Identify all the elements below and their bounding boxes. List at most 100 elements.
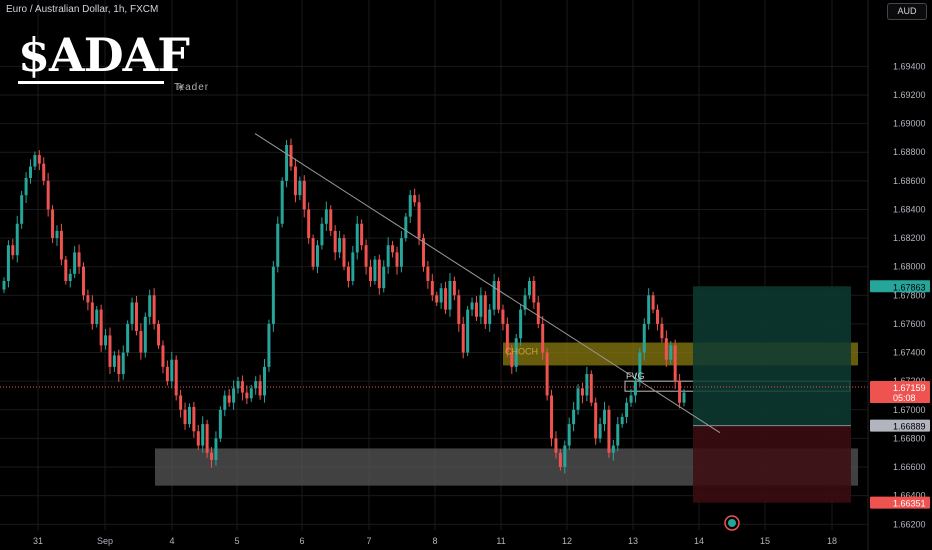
candle-body — [214, 438, 218, 460]
candle-body — [11, 245, 15, 256]
candle-body — [382, 266, 386, 289]
x-tick-label: 14 — [694, 536, 704, 546]
candle-body — [501, 309, 505, 324]
candle-body — [625, 402, 629, 417]
currency-button[interactable]: AUD — [887, 3, 927, 20]
candle-body — [126, 323, 130, 353]
y-tick-label: 1.66800 — [893, 433, 926, 443]
trendline — [254, 133, 721, 434]
candle-body — [603, 409, 607, 425]
x-tick-label: 7 — [366, 536, 371, 546]
candle-body — [51, 209, 55, 239]
candle-body — [426, 266, 430, 281]
y-tick-label: 1.69200 — [893, 90, 926, 100]
candle-body — [457, 295, 461, 324]
candle-body — [536, 302, 540, 324]
candle-body — [550, 395, 554, 439]
candle-body — [249, 388, 253, 399]
candle-body — [647, 295, 651, 324]
entry-price-label-bg — [870, 419, 930, 432]
candle-body — [2, 281, 6, 290]
chart-overlays: CHOCH FVG — [505, 347, 740, 531]
candle-body — [254, 381, 258, 389]
candle-body — [413, 195, 417, 203]
candle-body — [311, 238, 315, 267]
candle-body — [678, 381, 682, 403]
x-tick-label: 5 — [234, 536, 239, 546]
time-axis: 31 Sep 4 5 6 7 8 11 12 13 14 15 18 — [33, 536, 837, 546]
candle-body — [218, 409, 222, 439]
candle-body — [492, 281, 496, 310]
candle-body — [134, 302, 138, 332]
candle-body — [201, 424, 205, 446]
candle-body — [342, 238, 346, 267]
y-tick-label: 1.68200 — [893, 233, 926, 243]
candle-body — [651, 295, 655, 310]
candle-body — [669, 345, 673, 360]
candle-body — [523, 295, 527, 310]
candle-body — [373, 259, 377, 281]
candle-body — [527, 281, 531, 296]
candle-body — [104, 335, 108, 346]
x-tick-label: 13 — [628, 536, 638, 546]
candle-body — [642, 323, 646, 353]
countdown-label: 05:08 — [893, 393, 916, 403]
x-tick-label: 31 — [33, 536, 43, 546]
candle-body — [59, 230, 63, 260]
stop-loss-zone — [693, 425, 851, 503]
candle-body — [448, 281, 452, 310]
candlestick-series — [2, 138, 686, 474]
candle-body — [576, 388, 580, 410]
candle-body — [616, 424, 620, 446]
candle-body — [81, 266, 85, 296]
candle-body — [90, 302, 94, 324]
x-tick-label: 11 — [496, 536, 505, 546]
choch-label: CHOCH — [505, 347, 538, 357]
candle-body — [580, 388, 584, 396]
y-tick-label: 1.66400 — [893, 491, 926, 501]
brand-logo: $ADAF ✳ — [18, 30, 190, 100]
candle-body — [170, 359, 174, 382]
candle-body — [42, 163, 46, 181]
y-tick-label: 1.68600 — [893, 176, 926, 186]
candle-body — [210, 452, 214, 460]
candle-body — [620, 416, 624, 425]
candle-body — [364, 245, 368, 267]
candle-body — [439, 288, 443, 303]
candle-body — [68, 273, 72, 281]
candle-body — [399, 238, 403, 267]
candle-body — [474, 302, 478, 317]
candle-body — [660, 323, 664, 339]
candle-body — [223, 395, 227, 410]
chart-lines — [0, 133, 868, 434]
candle-body — [316, 245, 320, 267]
candle-body — [638, 352, 642, 382]
candle-body — [377, 259, 381, 289]
candle-body — [505, 323, 509, 353]
candle-body — [563, 445, 567, 468]
candle-body — [263, 366, 267, 396]
candle-body — [333, 230, 337, 253]
candle-body — [46, 180, 50, 210]
candle-body — [351, 252, 355, 281]
candle-body — [6, 245, 10, 281]
candle-body — [554, 438, 558, 453]
take-profit-price-label: 1.67863 — [893, 282, 926, 292]
candle-body — [302, 180, 306, 210]
star-icon: ✳ — [176, 82, 186, 94]
candle-body — [391, 245, 395, 253]
candle-body — [444, 288, 448, 310]
candle-body — [143, 316, 147, 353]
candle-body — [497, 281, 501, 310]
y-tick-label: 1.67000 — [893, 405, 926, 415]
candle-body — [33, 155, 37, 167]
y-tick-label: 1.68400 — [893, 204, 926, 214]
candle-body — [77, 252, 81, 267]
x-tick-label: 18 — [827, 536, 837, 546]
candle-body — [174, 359, 178, 396]
symbol-title[interactable]: Euro / Australian Dollar, 1h, FXCM — [6, 4, 159, 15]
candle-body — [470, 302, 474, 310]
candle-body — [276, 223, 280, 267]
candle-body — [28, 166, 32, 178]
